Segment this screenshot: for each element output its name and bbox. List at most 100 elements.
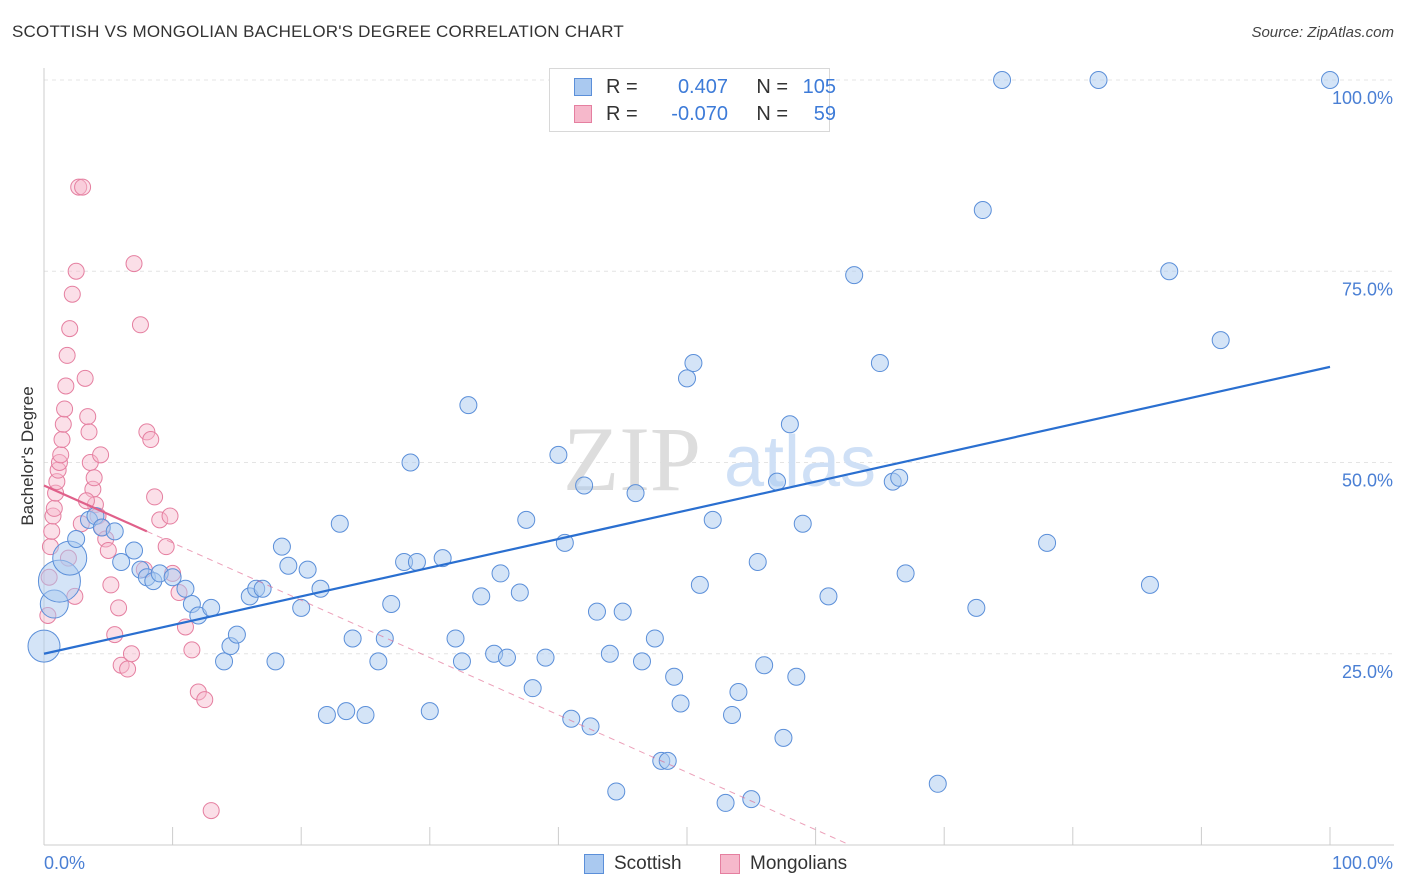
mongolians-point (79, 408, 97, 426)
scottish-point (401, 453, 420, 472)
scottish-point (890, 468, 909, 487)
mongolians-point (74, 178, 92, 196)
r-value: -0.070 (671, 102, 728, 125)
scottish-point (356, 705, 375, 724)
scottish-point (562, 709, 581, 728)
scottish-point (632, 652, 651, 671)
scottish-point (645, 629, 664, 648)
grid-lines (44, 79, 1394, 655)
scottish-point (1140, 575, 1159, 594)
scottish-point (742, 790, 761, 809)
x-tick-label-left: 0.0% (44, 853, 85, 873)
mongolians-point (146, 488, 164, 506)
trend-lines (43, 365, 1331, 846)
scottish-point (793, 514, 812, 533)
scottish-point (227, 625, 246, 644)
legend-row-scottish: R = 0.407 N = 105 (574, 74, 836, 100)
scottish-point (575, 476, 594, 495)
scottish-point (819, 587, 838, 606)
y-tick-label: 25.0% (1342, 662, 1393, 682)
n-label: N = (756, 75, 788, 98)
scottish-point (967, 598, 986, 617)
scottish-point (105, 522, 124, 541)
mongolians-point (110, 599, 128, 617)
mongolians-point (52, 446, 70, 464)
scottish-point (343, 629, 362, 648)
scottish-point (665, 667, 684, 686)
y-tick-label: 75.0% (1342, 279, 1393, 299)
mongolians-point (45, 499, 63, 517)
scottish-point (716, 793, 735, 812)
scottish-point (67, 530, 86, 548)
scottish-point (973, 201, 992, 220)
scottish-point (845, 266, 864, 285)
r-label: R = (606, 102, 638, 125)
scottish-point (253, 579, 272, 598)
y-tick-label: 50.0% (1342, 471, 1393, 491)
scottish-point (452, 652, 471, 671)
mongolians-point (102, 576, 120, 594)
mongolians-point (67, 262, 85, 280)
scottish-point (1160, 262, 1179, 281)
watermark: ZIP atlas (563, 408, 876, 510)
scottish-point (215, 652, 234, 671)
scottish-point (626, 484, 645, 503)
scottish-point (407, 552, 426, 571)
n-value: 59 (813, 102, 836, 125)
mongolians-point (183, 641, 201, 659)
mongolians-point (125, 255, 143, 273)
scottish-points (27, 71, 1339, 812)
scottish-point (690, 575, 709, 594)
scottish-point (266, 652, 285, 671)
scottish-point (723, 705, 742, 724)
scottish-point (613, 602, 632, 621)
scottish-point (446, 629, 465, 648)
mongolians-point (57, 377, 75, 395)
mongolians-point (58, 346, 76, 364)
scottish-point (472, 587, 491, 606)
scottish-point (420, 702, 439, 721)
scottish-point (298, 560, 317, 579)
scottish-point (311, 579, 330, 598)
scottish-point (536, 648, 555, 667)
scottish-point (112, 552, 131, 571)
scottish-point (768, 472, 787, 491)
scottish-point (1211, 331, 1230, 350)
r-value: 0.407 (677, 75, 728, 98)
scottish-legend-icon (584, 854, 604, 874)
scottish-point (684, 354, 703, 373)
scottish-point (433, 549, 452, 568)
y-axis-label: Bachelor's Degree (18, 386, 37, 525)
mongolians-point (85, 469, 103, 487)
scottish-point (1321, 71, 1339, 89)
scottish-point (993, 71, 1012, 89)
scottish-point (587, 602, 606, 621)
legend-item-mongolians[interactable]: Mongolians (720, 852, 847, 876)
legend-item-scottish[interactable]: Scottish (584, 852, 682, 876)
scottish-point (382, 595, 401, 614)
mongolians-point (76, 369, 94, 387)
mongolians-point (99, 541, 117, 559)
scottish-point (671, 694, 690, 713)
mongolians-point (196, 691, 214, 709)
mongolians-point (161, 507, 179, 525)
scottish-point (369, 652, 388, 671)
scottish-point (52, 540, 88, 576)
scottish-trend-line (43, 365, 1331, 655)
mongolians-trend-extension (146, 530, 851, 846)
mongolians-point (53, 431, 71, 449)
legend-label-mongolians: Mongolians (750, 853, 848, 874)
mongolians-point (122, 645, 140, 663)
scottish-point (896, 564, 915, 583)
mongolians-point (157, 538, 175, 556)
mongolians-point (80, 423, 98, 441)
axes (43, 68, 1394, 846)
scottish-point (748, 552, 767, 571)
scottish-point (755, 656, 774, 675)
mongolians-trend-line (43, 484, 148, 533)
mongolians-point (142, 431, 160, 449)
scottish-point (517, 510, 536, 529)
scottish-point (337, 702, 356, 721)
scottish-point (523, 679, 542, 698)
